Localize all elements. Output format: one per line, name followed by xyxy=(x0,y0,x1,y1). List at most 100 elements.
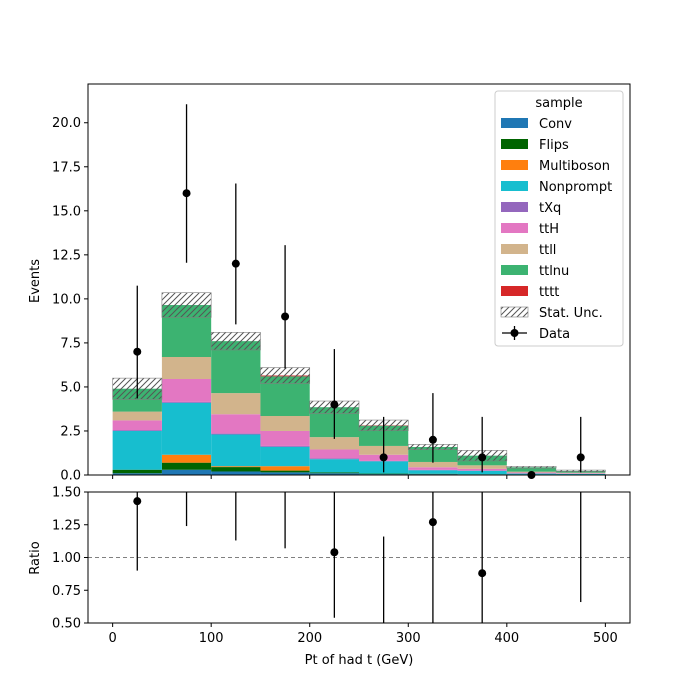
bar-conv-0 xyxy=(112,473,162,475)
ratio-x-tick-label-4: 400 xyxy=(494,631,519,646)
bar-nonprompt-2 xyxy=(211,434,261,467)
data-point-6 xyxy=(428,435,437,444)
legend-swatch-conv xyxy=(501,118,528,128)
bar-ttll-3 xyxy=(260,415,310,431)
data-point-2 xyxy=(231,259,240,268)
ratio-y-tick-label-4: 1.50 xyxy=(52,486,81,501)
bar-conv-1 xyxy=(161,469,212,475)
main-y-tick-label-7: 17.5 xyxy=(52,160,81,175)
bar-multiboson-2 xyxy=(211,466,261,468)
bar-ttll-1 xyxy=(161,356,212,380)
ratio-x-tick-label-0: 0 xyxy=(108,631,116,646)
legend-label-flips: Flips xyxy=(539,138,569,153)
stat-unc-band-3 xyxy=(260,367,311,384)
bar-conv-2 xyxy=(211,471,261,475)
ratio-x-tick-label-3: 300 xyxy=(396,631,421,646)
bar-nonprompt-0 xyxy=(112,430,162,470)
data-point-3 xyxy=(281,312,290,321)
legend-label-conv: Conv xyxy=(539,117,572,132)
main-y-tick-label-6: 15.0 xyxy=(52,204,81,219)
legend-swatch-ttlnu xyxy=(501,265,528,275)
legend-frame xyxy=(494,90,624,347)
bar-ttll-9 xyxy=(556,472,606,474)
x-axis-label: Pt of had t (GeV) xyxy=(305,653,414,668)
bar-nonprompt-7 xyxy=(457,470,507,475)
stat-unc-band-1 xyxy=(161,292,212,318)
y-axis-label-ratio: Ratio xyxy=(28,541,43,574)
ratio-point-6 xyxy=(428,518,437,527)
stat-unc-band-8 xyxy=(506,466,557,469)
ratio-plot-frame xyxy=(87,491,631,624)
legend-title: sample xyxy=(535,96,582,111)
main-y-tick-label-8: 20.0 xyxy=(52,116,81,131)
bar-tth-6 xyxy=(408,467,458,470)
bar-nonprompt-9 xyxy=(556,473,606,475)
legend-label-multiboson: Multiboson xyxy=(539,159,610,174)
main-y-tick-label-5: 12.5 xyxy=(52,248,81,263)
bar-multiboson-3 xyxy=(260,466,310,471)
ratio-points-layer xyxy=(88,492,630,623)
bar-multiboson-1 xyxy=(161,454,212,463)
bar-ttll-4 xyxy=(309,437,359,450)
bar-tth-1 xyxy=(161,379,212,402)
data-point-1 xyxy=(182,189,191,198)
legend-label-tttt: tttt xyxy=(539,285,559,300)
legend-swatch-tth xyxy=(501,223,528,233)
bar-conv-4 xyxy=(309,473,359,475)
ratio-x-tick-label-5: 500 xyxy=(593,631,618,646)
bar-flips-1 xyxy=(161,462,212,470)
main-y-tick-label-1: 2.5 xyxy=(60,424,81,439)
data-point-0 xyxy=(133,347,142,356)
main-y-tick-label-4: 10.0 xyxy=(52,292,81,307)
data-point-4 xyxy=(330,400,339,409)
ratio-y-tick-label-0: 0.50 xyxy=(52,617,81,632)
bar-txq-2 xyxy=(211,433,261,435)
legend-swatch-tttt xyxy=(501,286,528,296)
ratio-y-tick-label-1: 0.75 xyxy=(52,584,81,599)
ratio-point-0 xyxy=(133,497,142,506)
ratio-point-4 xyxy=(330,548,339,557)
ratio-x-tick-label-1: 100 xyxy=(199,631,224,646)
legend-swatch-txq xyxy=(501,202,528,212)
legend-swatch-ttll xyxy=(501,244,528,254)
data-point-9 xyxy=(576,453,585,462)
legend: sample Conv Flips Multiboson Nonprompt tXq tt… xyxy=(494,90,624,347)
bar-txq-1 xyxy=(161,401,212,403)
legend-label-txq: tXq xyxy=(539,201,561,216)
ratio-point-7 xyxy=(478,569,487,578)
bar-tth-0 xyxy=(112,420,162,431)
main-y-tick-label-0: 0.0 xyxy=(60,469,81,484)
bar-nonprompt-1 xyxy=(161,402,212,455)
legend-label-data: Data xyxy=(539,327,570,342)
legend-swatch-stat-unc xyxy=(500,306,529,318)
bar-flips-0 xyxy=(112,469,162,474)
bar-tth-3 xyxy=(260,430,310,446)
legend-label-ttlnu: ttlnu xyxy=(539,264,569,279)
main-y-tick-label-3: 7.5 xyxy=(60,336,81,351)
bar-txq-0 xyxy=(112,430,162,431)
legend-swatch-flips xyxy=(501,139,528,149)
bar-flips-5 xyxy=(359,473,409,475)
bar-ttll-2 xyxy=(211,393,261,415)
ratio-y-tick-label-3: 1.25 xyxy=(52,518,81,533)
data-points-layer xyxy=(133,104,585,479)
bar-txq-3 xyxy=(260,445,310,447)
y-axis-label-events: Events xyxy=(28,259,43,303)
bar-nonprompt-6 xyxy=(408,470,458,474)
legend-label-ttll: ttll xyxy=(539,243,556,258)
legend-items: Conv Flips Multiboson Nonprompt tXq ttH ttll tt… xyxy=(500,117,612,342)
main-y-tick-label-2: 5.0 xyxy=(60,380,81,395)
bar-flips-4 xyxy=(309,472,359,474)
bar-tth-9 xyxy=(556,473,606,474)
bar-flips-3 xyxy=(260,470,310,473)
ratio-y-tick-label-2: 1.00 xyxy=(52,551,81,566)
legend-label-stat-unc: Stat. Unc. xyxy=(539,306,603,321)
bar-ttlnu-8 xyxy=(506,467,557,472)
main-axes: 0.0 2.5 5.0 7.5 10.0 12.5 15.0 17.5 20.0 xyxy=(52,83,631,484)
legend-swatch-multiboson xyxy=(501,160,528,170)
bar-conv-3 xyxy=(260,472,310,475)
stat-unc-band-2 xyxy=(210,332,261,351)
bar-ttll-0 xyxy=(112,411,162,421)
main-plot-frame xyxy=(87,83,631,476)
data-point-5 xyxy=(379,453,388,462)
